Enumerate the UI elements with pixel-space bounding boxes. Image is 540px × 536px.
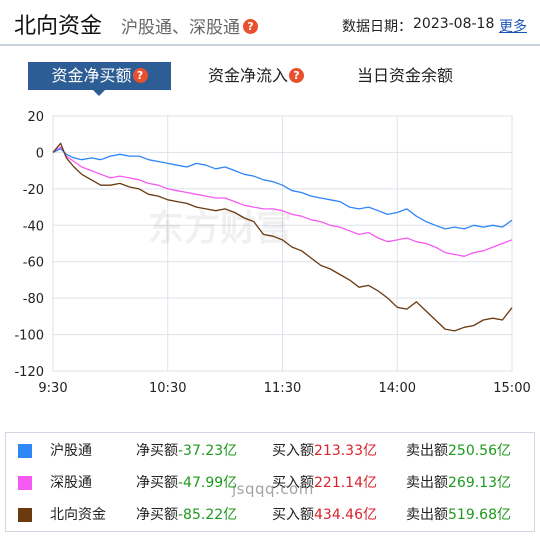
tab-bar: 资金净买额? 资金净流入? 当日资金余额	[0, 62, 540, 96]
sell-value: 269.13亿	[448, 475, 511, 491]
question-icon[interactable]: ?	[132, 68, 148, 83]
net-buy-cell: 净买额-37.23亿	[136, 435, 237, 467]
sell-value: 519.68亿	[448, 507, 511, 523]
net-buy-value: -85.22亿	[178, 507, 238, 523]
buy-label: 买入额	[272, 475, 314, 491]
legend-row-sz: 深股通 净买额-47.99亿 买入额221.14亿 卖出额269.13亿	[6, 467, 534, 499]
series-line-sz	[52, 146, 513, 257]
buy-value: 213.33亿	[314, 443, 377, 459]
y-tick-label: 20	[27, 110, 44, 125]
y-tick-label: -80	[23, 292, 44, 307]
buy-cell: 买入额221.14亿	[272, 467, 377, 499]
legend-row-north: 北向资金 净买额-85.22亿 买入额434.46亿 卖出额519.68亿	[6, 499, 534, 531]
buy-cell: 买入额434.46亿	[272, 499, 377, 531]
x-tick-label: 15:00	[493, 381, 530, 396]
buy-cell: 买入额213.33亿	[272, 435, 377, 467]
series-color-swatch	[18, 476, 32, 490]
y-tick-label: -100	[14, 329, 44, 344]
net-buy-label: 净买额	[136, 475, 178, 491]
tab-net-inflow[interactable]: 资金净流入?	[196, 62, 316, 90]
series-name: 深股通	[50, 475, 92, 491]
subtitle-text: 沪股通、深股通	[121, 18, 240, 38]
date-label: 数据日期：	[342, 19, 412, 35]
y-tick-label: -120	[14, 365, 44, 380]
y-tick-label: 0	[36, 146, 44, 161]
y-tick-label: -20	[23, 183, 44, 198]
series-name: 沪股通	[50, 443, 92, 459]
series-line-sh	[52, 148, 513, 230]
y-tick-label: -60	[23, 256, 44, 271]
more-link[interactable]: 更多	[499, 19, 527, 35]
series-line-north	[52, 142, 513, 332]
sell-cell: 卖出额250.56亿	[406, 435, 511, 467]
sell-cell: 卖出额519.68亿	[406, 499, 511, 531]
series-color-swatch	[18, 508, 32, 522]
tab-label: 资金净买额	[51, 66, 132, 85]
header: 北向资金 沪股通、深股通? 数据日期： 2023-08-18 更多	[0, 0, 540, 46]
buy-value: 221.14亿	[314, 475, 377, 491]
tab-daily-balance[interactable]: 当日资金余额	[340, 62, 470, 90]
sell-cell: 卖出额269.13亿	[406, 467, 511, 499]
net-buy-value: -47.99亿	[178, 475, 238, 491]
tab-net-buy[interactable]: 资金净买额?	[28, 62, 171, 90]
sell-label: 卖出额	[406, 443, 448, 459]
sell-label: 卖出额	[406, 475, 448, 491]
series-color-swatch	[18, 444, 32, 458]
date-value: 2023-08-18	[413, 16, 495, 32]
watermark-logo: 东方财富	[148, 207, 292, 249]
page-subtitle: 沪股通、深股通?	[121, 13, 258, 38]
legend-table: 沪股通 净买额-37.23亿 买入额213.33亿 卖出额250.56亿 深股通…	[5, 432, 535, 532]
tab-label: 当日资金余额	[356, 66, 453, 85]
net-buy-value: -37.23亿	[178, 443, 238, 459]
x-tick-label: 14:00	[379, 381, 416, 396]
net-buy-cell: 净买额-47.99亿	[136, 467, 237, 499]
legend-row-sh: 沪股通 净买额-37.23亿 买入额213.33亿 卖出额250.56亿	[6, 435, 534, 467]
x-tick-label: 10:30	[149, 381, 186, 396]
buy-value: 434.46亿	[314, 507, 377, 523]
x-tick-label: 9:30	[38, 381, 67, 396]
net-buy-label: 净买额	[136, 443, 178, 459]
buy-label: 买入额	[272, 443, 314, 459]
buy-label: 买入额	[272, 507, 314, 523]
net-buy-label: 净买额	[136, 507, 178, 523]
series-name: 北向资金	[50, 507, 106, 523]
question-icon[interactable]: ?	[289, 68, 304, 83]
question-icon[interactable]: ?	[243, 18, 258, 34]
sell-value: 250.56亿	[448, 443, 511, 459]
sell-label: 卖出额	[406, 507, 448, 523]
tab-label: 资金净流入	[207, 66, 288, 85]
x-tick-label: 11:30	[264, 381, 301, 396]
net-buy-cell: 净买额-85.22亿	[136, 499, 237, 531]
page-title: 北向资金	[14, 14, 103, 39]
y-tick-label: -40	[23, 219, 44, 234]
active-tab-pointer	[92, 89, 106, 96]
watermark-text: jsqqq.com	[232, 480, 314, 498]
